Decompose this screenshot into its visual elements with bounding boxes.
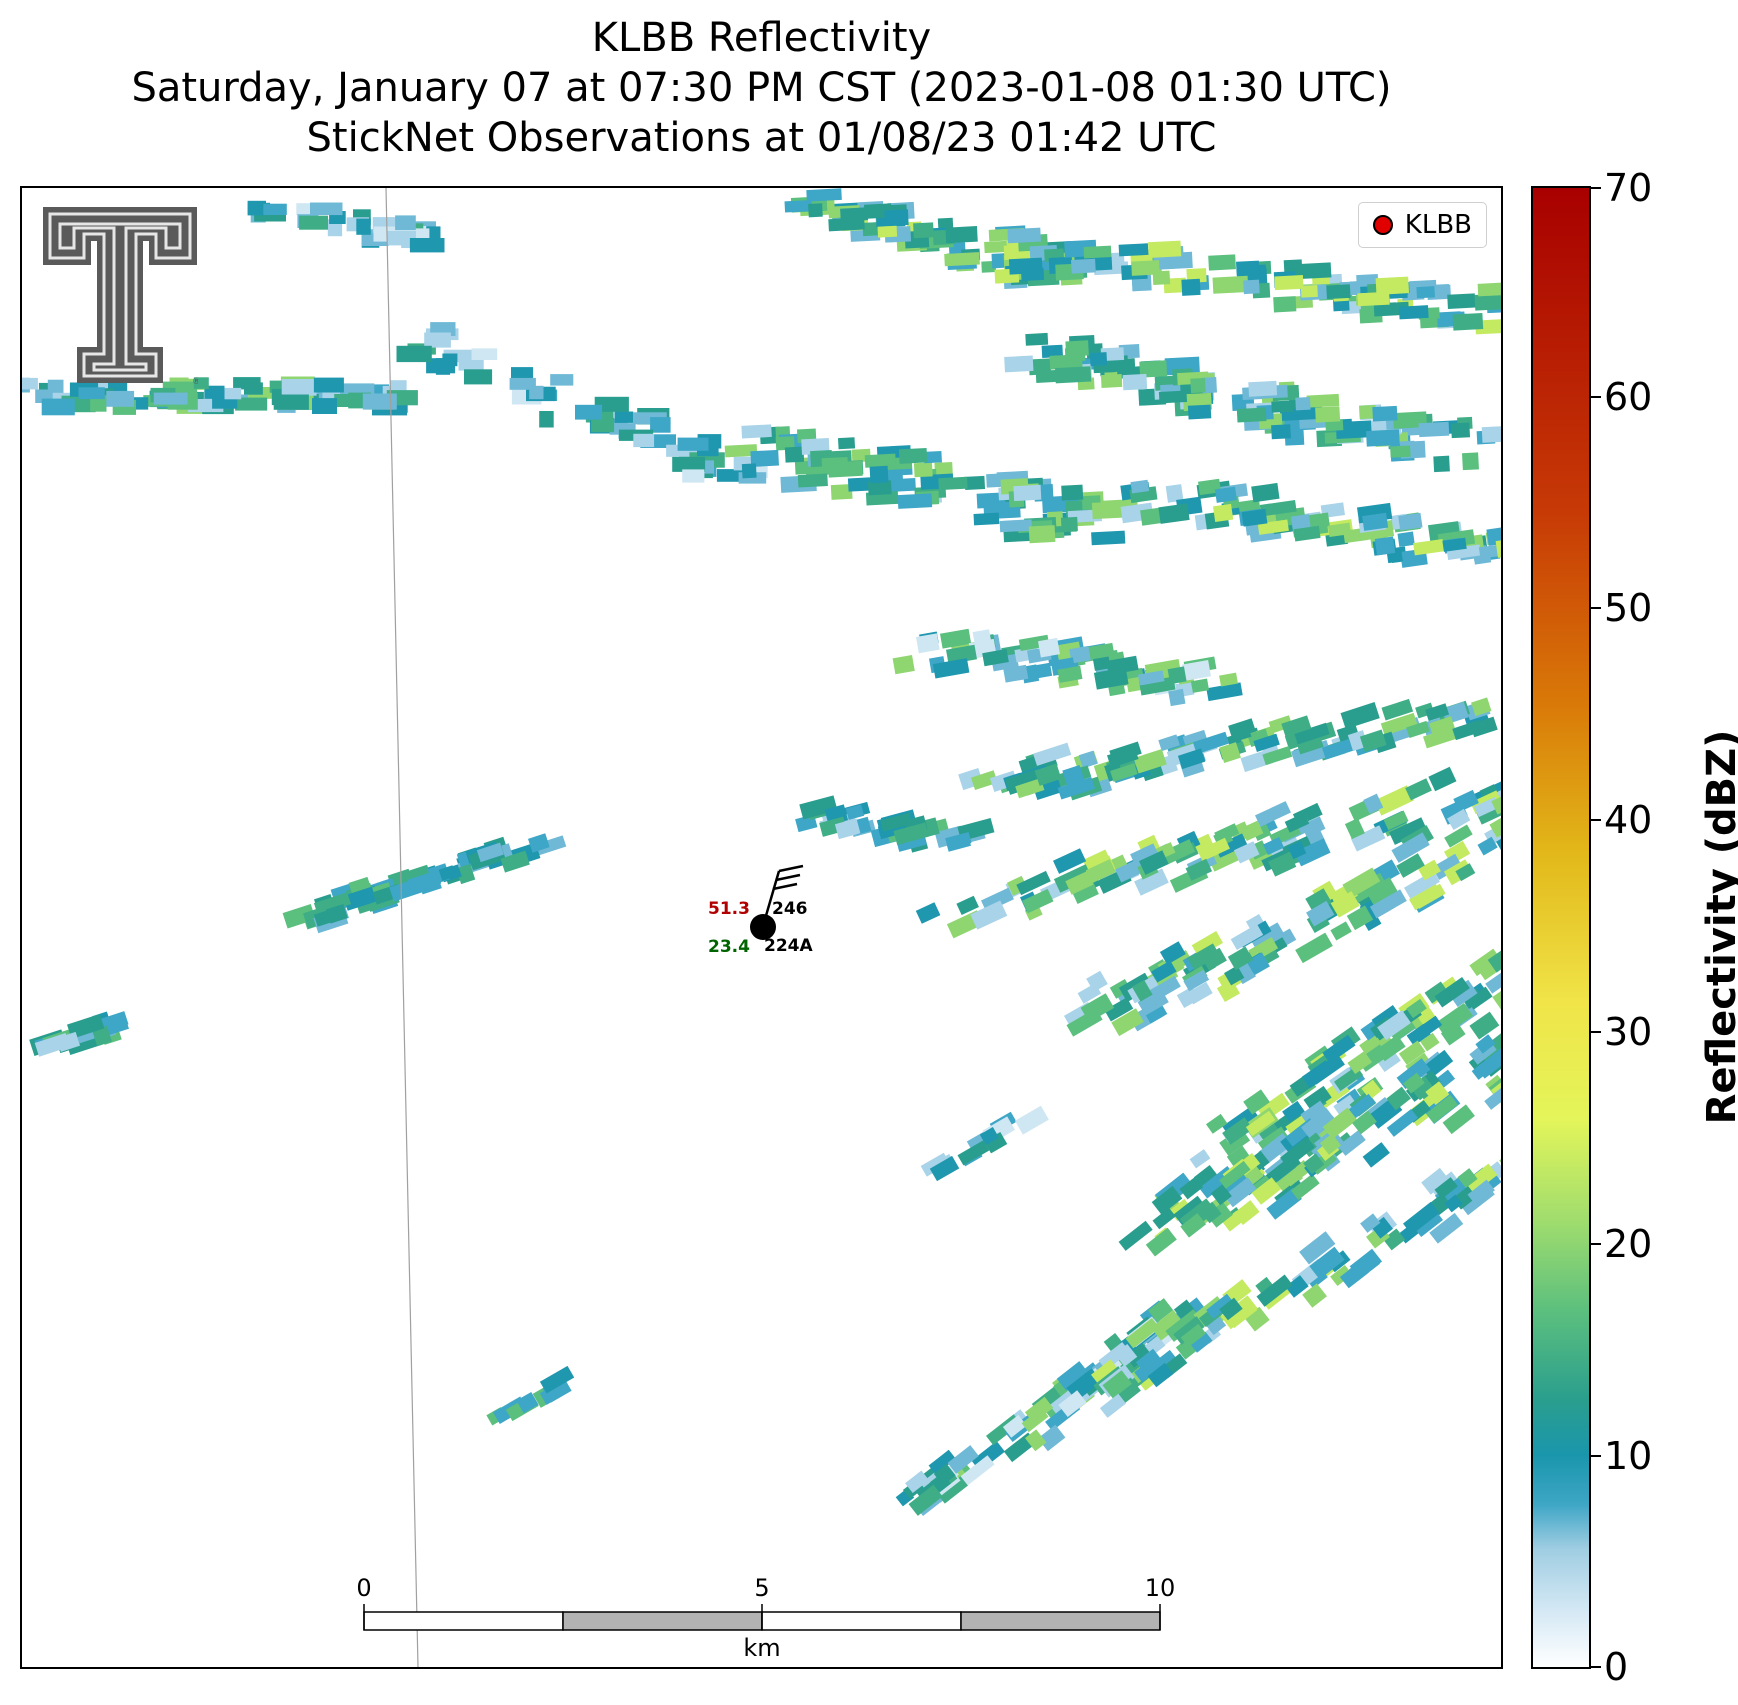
cb-label-40: 40 xyxy=(1604,798,1653,842)
cb-tick-mark xyxy=(1591,396,1601,398)
county-boundary-line xyxy=(385,188,419,1667)
cb-label-10: 10 xyxy=(1604,1434,1653,1478)
station-dewpoint: 23.4 xyxy=(708,937,750,957)
cb-tick-mark xyxy=(1591,1031,1601,1033)
title-line-1: KLBB Reflectivity xyxy=(591,15,932,61)
cb-tick-mark xyxy=(1591,1455,1601,1457)
cb-tick-mark xyxy=(1591,819,1601,821)
map-legend: KLBB xyxy=(1357,202,1487,248)
cb-label-30: 30 xyxy=(1604,1010,1653,1054)
scale-bar xyxy=(363,1604,1161,1631)
scale-unit: km xyxy=(743,1634,781,1662)
station-pressure: 246 xyxy=(772,899,808,919)
cb-label-20: 20 xyxy=(1604,1222,1653,1266)
cb-label-70: 70 xyxy=(1604,166,1653,210)
scale-tick-5: 5 xyxy=(754,1574,770,1602)
station-id: 224A xyxy=(764,936,813,956)
texas-tech-double-t-icon: ® xyxy=(43,207,198,386)
colorbar-title: Reflectivity (dBZ) xyxy=(1699,729,1738,1125)
title-line-2: Saturday, January 07 at 07:30 PM CST (20… xyxy=(131,65,1392,111)
reflectivity-layer xyxy=(22,188,1501,1667)
cb-tick-mark xyxy=(1591,607,1601,609)
station-temperature: 51.3 xyxy=(708,899,750,919)
cb-tick-mark xyxy=(1591,1243,1601,1245)
klbb-marker-icon xyxy=(1372,215,1393,235)
station-marker-icon[interactable] xyxy=(750,914,776,940)
legend-label: KLBB xyxy=(1404,210,1472,240)
radar-map[interactable]: ® KLBB 51.3 246 23.4 224A 0 5 10 km xyxy=(20,186,1503,1669)
svg-text:®: ® xyxy=(192,377,198,386)
cb-label-50: 50 xyxy=(1604,586,1653,630)
reflectivity-colorbar xyxy=(1531,186,1591,1669)
scale-tick-0: 0 xyxy=(356,1574,372,1602)
cb-label-60: 60 xyxy=(1604,375,1653,419)
cb-tick-mark xyxy=(1591,187,1601,189)
scale-tick-10: 10 xyxy=(1144,1574,1176,1602)
cb-label-0: 0 xyxy=(1604,1645,1629,1689)
title-line-3: StickNet Observations at 01/08/23 01:42 … xyxy=(306,115,1217,161)
cb-tick-mark xyxy=(1591,1666,1601,1668)
